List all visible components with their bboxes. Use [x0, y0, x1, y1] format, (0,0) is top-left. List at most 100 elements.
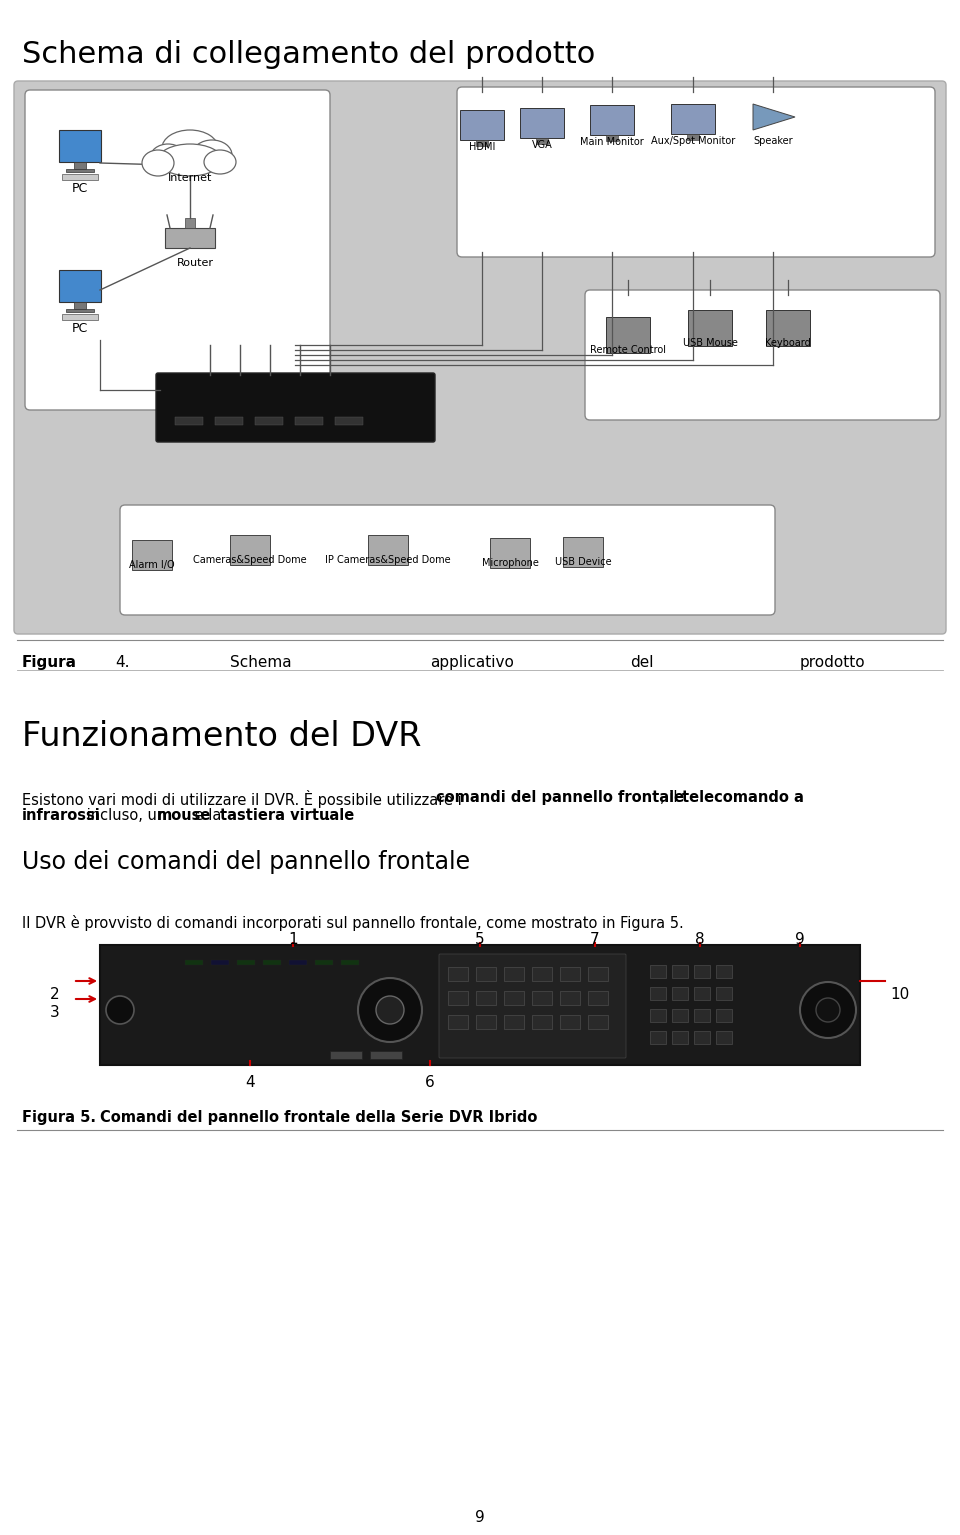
- Text: Aux/Spot Monitor: Aux/Spot Monitor: [651, 137, 735, 146]
- Text: .: .: [325, 807, 329, 823]
- Bar: [504, 967, 524, 981]
- Text: VGA: VGA: [532, 140, 552, 150]
- Text: applicativo: applicativo: [430, 655, 514, 669]
- Ellipse shape: [204, 150, 236, 173]
- Bar: [588, 992, 608, 1005]
- Bar: [672, 987, 688, 999]
- Text: Internet: Internet: [168, 173, 212, 183]
- Text: Funzionamento del DVR: Funzionamento del DVR: [22, 720, 421, 754]
- FancyBboxPatch shape: [100, 946, 860, 1065]
- Bar: [175, 418, 203, 425]
- Bar: [694, 966, 710, 978]
- Polygon shape: [59, 130, 101, 163]
- Text: USB Device: USB Device: [555, 557, 612, 566]
- Bar: [532, 1015, 552, 1028]
- Bar: [295, 418, 323, 425]
- Bar: [335, 418, 363, 425]
- Bar: [255, 418, 283, 425]
- FancyBboxPatch shape: [156, 373, 435, 442]
- Polygon shape: [563, 537, 603, 566]
- Bar: [694, 1032, 710, 1044]
- Bar: [588, 967, 608, 981]
- Text: 9: 9: [475, 1510, 485, 1524]
- Bar: [185, 959, 203, 966]
- Text: USB Mouse: USB Mouse: [683, 338, 737, 348]
- Polygon shape: [590, 104, 634, 135]
- Bar: [315, 959, 333, 966]
- Text: tastiera virtuale: tastiera virtuale: [220, 807, 354, 823]
- Bar: [448, 967, 468, 981]
- Bar: [650, 987, 666, 999]
- Text: Speaker: Speaker: [754, 137, 793, 146]
- Ellipse shape: [150, 144, 186, 172]
- Bar: [560, 967, 580, 981]
- Text: 10: 10: [890, 987, 909, 1002]
- Bar: [560, 1015, 580, 1028]
- Text: 2: 2: [50, 987, 60, 1002]
- Bar: [263, 959, 281, 966]
- Text: incluso, un: incluso, un: [82, 807, 171, 823]
- Bar: [650, 966, 666, 978]
- Bar: [716, 987, 732, 999]
- Bar: [476, 1015, 496, 1028]
- FancyBboxPatch shape: [439, 953, 626, 1058]
- Text: Keyboard: Keyboard: [765, 338, 811, 348]
- Bar: [504, 1015, 524, 1028]
- Polygon shape: [490, 537, 530, 568]
- Bar: [370, 1051, 402, 1059]
- Polygon shape: [476, 140, 488, 146]
- Ellipse shape: [162, 130, 218, 166]
- Polygon shape: [520, 107, 564, 138]
- Bar: [560, 992, 580, 1005]
- Bar: [448, 1015, 468, 1028]
- Text: 1: 1: [288, 932, 298, 947]
- Bar: [694, 987, 710, 999]
- Ellipse shape: [142, 150, 174, 177]
- Text: Cameras&Speed Dome: Cameras&Speed Dome: [193, 556, 307, 565]
- Circle shape: [358, 978, 422, 1042]
- Bar: [330, 1051, 362, 1059]
- Text: Alarm I/O: Alarm I/O: [130, 560, 175, 569]
- Bar: [476, 967, 496, 981]
- FancyBboxPatch shape: [120, 505, 775, 616]
- Text: Il DVR è provvisto di comandi incorporati sul pannello frontale, come mostrato i: Il DVR è provvisto di comandi incorporat…: [22, 915, 684, 932]
- Polygon shape: [671, 104, 715, 134]
- Text: del: del: [630, 655, 654, 669]
- Bar: [341, 959, 359, 966]
- Circle shape: [106, 996, 134, 1024]
- Polygon shape: [606, 318, 650, 353]
- Polygon shape: [59, 270, 101, 302]
- Text: Comandi del pannello frontale della Serie DVR Ibrido: Comandi del pannello frontale della Seri…: [100, 1110, 538, 1125]
- Polygon shape: [62, 315, 98, 319]
- Text: comandi del pannello frontale: comandi del pannello frontale: [436, 791, 684, 804]
- Bar: [588, 1015, 608, 1028]
- Circle shape: [800, 982, 856, 1038]
- Text: Main Monitor: Main Monitor: [580, 137, 644, 147]
- Polygon shape: [132, 540, 172, 569]
- Polygon shape: [165, 229, 215, 249]
- Polygon shape: [74, 302, 86, 309]
- Text: , il: , il: [660, 791, 683, 804]
- Circle shape: [816, 998, 840, 1022]
- Bar: [237, 959, 255, 966]
- Text: IP Cameras&Speed Dome: IP Cameras&Speed Dome: [325, 556, 451, 565]
- Text: Figura: Figura: [22, 655, 77, 669]
- Ellipse shape: [158, 144, 222, 177]
- Text: 9: 9: [795, 932, 804, 947]
- Text: 7: 7: [590, 932, 600, 947]
- Bar: [694, 1008, 710, 1022]
- Bar: [289, 959, 307, 966]
- Text: PC: PC: [72, 322, 88, 335]
- Polygon shape: [536, 138, 548, 144]
- FancyBboxPatch shape: [585, 290, 940, 421]
- Polygon shape: [66, 309, 94, 312]
- Text: infrarossi: infrarossi: [22, 807, 101, 823]
- Text: Esistono vari modi di utilizzare il DVR. È possibile utilizzare i: Esistono vari modi di utilizzare il DVR.…: [22, 791, 467, 807]
- Text: Schema di collegamento del prodotto: Schema di collegamento del prodotto: [22, 40, 595, 69]
- Ellipse shape: [192, 140, 232, 170]
- Text: 5: 5: [475, 932, 485, 947]
- Text: e la: e la: [190, 807, 226, 823]
- Polygon shape: [687, 134, 699, 140]
- Text: mouse: mouse: [157, 807, 211, 823]
- FancyBboxPatch shape: [457, 87, 935, 256]
